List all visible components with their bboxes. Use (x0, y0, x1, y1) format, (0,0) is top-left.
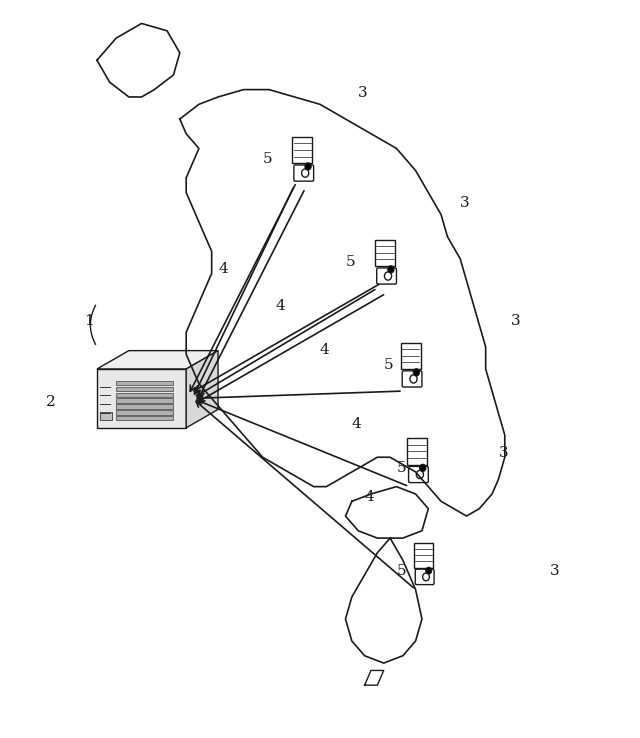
FancyBboxPatch shape (294, 165, 314, 181)
Circle shape (301, 169, 308, 177)
Circle shape (388, 266, 394, 273)
Text: 4: 4 (365, 490, 374, 504)
Bar (116, 381, 173, 385)
Text: 5: 5 (262, 152, 272, 166)
Bar (116, 404, 173, 409)
FancyBboxPatch shape (407, 438, 427, 465)
FancyBboxPatch shape (414, 542, 433, 568)
Circle shape (426, 568, 432, 574)
FancyBboxPatch shape (375, 240, 395, 266)
Bar (116, 387, 173, 391)
Text: 4: 4 (320, 343, 330, 357)
Circle shape (420, 464, 426, 472)
Circle shape (410, 375, 417, 383)
Text: 1: 1 (84, 314, 94, 328)
Circle shape (416, 470, 424, 479)
Text: 5: 5 (346, 255, 355, 269)
Text: 2: 2 (46, 395, 56, 409)
Polygon shape (97, 351, 218, 369)
Circle shape (305, 163, 311, 170)
Text: 3: 3 (460, 196, 470, 210)
FancyBboxPatch shape (377, 268, 396, 284)
Text: 4: 4 (218, 263, 228, 277)
Bar (116, 393, 173, 397)
FancyBboxPatch shape (402, 370, 422, 387)
FancyBboxPatch shape (401, 342, 420, 369)
Bar (116, 399, 173, 403)
Polygon shape (97, 369, 186, 428)
Circle shape (422, 573, 429, 581)
Text: 3: 3 (499, 446, 508, 461)
Polygon shape (186, 351, 218, 428)
Text: 4: 4 (275, 299, 285, 313)
Text: 4: 4 (352, 417, 362, 431)
Circle shape (385, 272, 392, 280)
Text: 3: 3 (358, 86, 368, 100)
Bar (116, 410, 173, 415)
Text: 3: 3 (549, 564, 559, 578)
Text: 3: 3 (511, 314, 521, 328)
FancyBboxPatch shape (415, 569, 434, 584)
FancyBboxPatch shape (292, 137, 312, 163)
FancyBboxPatch shape (408, 466, 428, 483)
Text: 5: 5 (384, 358, 394, 372)
Bar (116, 416, 173, 421)
Bar (100, 412, 111, 421)
Text: 5: 5 (396, 564, 406, 578)
Circle shape (413, 369, 420, 376)
Text: 5: 5 (396, 461, 406, 475)
